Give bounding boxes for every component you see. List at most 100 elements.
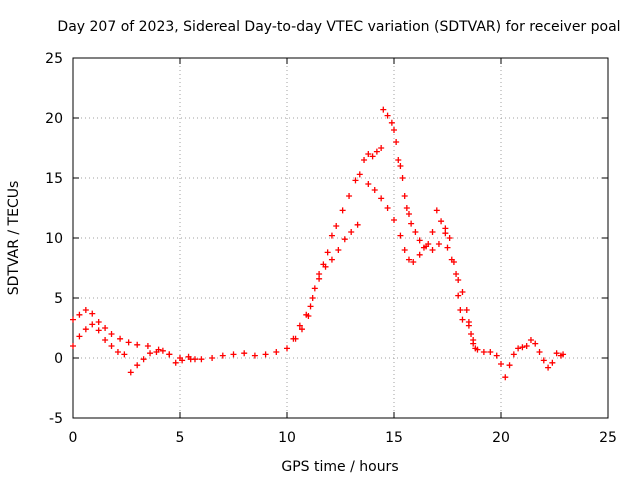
data-point bbox=[140, 356, 147, 363]
data-point bbox=[209, 355, 216, 361]
data-point bbox=[545, 364, 552, 371]
data-point bbox=[76, 311, 83, 318]
grid bbox=[73, 58, 608, 418]
y-tick-label: 25 bbox=[45, 51, 63, 67]
data-point bbox=[316, 275, 323, 282]
data-point bbox=[549, 359, 556, 366]
data-point bbox=[429, 247, 436, 253]
data-point bbox=[121, 351, 128, 358]
data-point bbox=[401, 193, 408, 199]
x-axis-label: GPS time / hours bbox=[281, 459, 398, 475]
data-points bbox=[70, 106, 567, 381]
data-point bbox=[506, 362, 513, 369]
data-point bbox=[470, 340, 477, 347]
data-point bbox=[335, 247, 342, 253]
data-point bbox=[352, 177, 359, 184]
data-point bbox=[510, 351, 517, 358]
data-point bbox=[540, 357, 547, 364]
data-point bbox=[134, 341, 141, 348]
data-point bbox=[324, 249, 331, 256]
data-point bbox=[305, 313, 312, 319]
data-point bbox=[125, 339, 132, 346]
data-point bbox=[70, 316, 76, 323]
data-point bbox=[405, 211, 412, 217]
data-point bbox=[153, 349, 160, 355]
data-point bbox=[455, 292, 462, 299]
series-early-secondary bbox=[70, 321, 198, 376]
series-lower-branch bbox=[292, 221, 361, 342]
y-axis-ticks: -5 0 5 10 15 20 25 bbox=[45, 51, 608, 427]
data-point bbox=[166, 351, 173, 358]
data-point bbox=[455, 277, 462, 283]
x-axis-ticks: 0 5 10 15 20 25 bbox=[69, 58, 617, 446]
data-point bbox=[369, 153, 376, 160]
data-point bbox=[311, 285, 318, 292]
data-point bbox=[292, 335, 299, 342]
data-point bbox=[82, 326, 89, 333]
data-point bbox=[391, 217, 397, 223]
data-point bbox=[393, 139, 400, 145]
data-point bbox=[322, 263, 329, 270]
data-point bbox=[333, 223, 340, 229]
data-point bbox=[219, 352, 226, 359]
series-main-trace bbox=[70, 171, 363, 363]
data-point bbox=[328, 232, 335, 239]
data-point bbox=[519, 344, 526, 351]
data-point bbox=[378, 145, 385, 151]
data-point bbox=[346, 193, 353, 199]
data-point bbox=[433, 207, 440, 214]
data-point bbox=[560, 351, 567, 358]
data-point bbox=[480, 349, 487, 355]
data-point bbox=[172, 359, 179, 366]
x-tick-label: 5 bbox=[176, 430, 185, 446]
data-point bbox=[532, 340, 539, 347]
data-point bbox=[70, 343, 76, 349]
data-point bbox=[412, 229, 419, 235]
data-point bbox=[371, 187, 378, 193]
data-point bbox=[356, 171, 363, 178]
data-point bbox=[365, 151, 372, 157]
data-point bbox=[395, 157, 402, 163]
data-point bbox=[515, 345, 522, 352]
data-point bbox=[423, 243, 430, 250]
data-point bbox=[444, 244, 451, 251]
series-peak-cluster bbox=[361, 106, 466, 323]
data-point bbox=[95, 319, 102, 325]
data-point bbox=[114, 349, 121, 355]
data-point bbox=[453, 271, 460, 277]
data-point bbox=[102, 325, 109, 331]
data-point bbox=[89, 310, 96, 317]
data-point bbox=[251, 352, 258, 359]
y-tick-label: 20 bbox=[45, 111, 63, 127]
data-point bbox=[391, 127, 397, 133]
data-point bbox=[388, 119, 395, 126]
data-point bbox=[502, 374, 509, 381]
data-point bbox=[397, 232, 404, 239]
data-point bbox=[463, 307, 470, 313]
y-tick-label: 10 bbox=[45, 231, 63, 247]
y-tick-label: 0 bbox=[54, 351, 63, 367]
data-point bbox=[117, 335, 124, 342]
data-point bbox=[339, 207, 346, 214]
data-point bbox=[493, 352, 500, 359]
series-peak-secondary bbox=[365, 181, 479, 352]
data-point bbox=[309, 295, 316, 301]
data-point bbox=[429, 229, 436, 235]
y-tick-label: 5 bbox=[54, 291, 63, 307]
data-point bbox=[405, 256, 412, 263]
x-tick-label: 0 bbox=[69, 430, 78, 446]
data-point bbox=[450, 259, 457, 265]
data-point bbox=[108, 331, 115, 337]
data-point bbox=[438, 218, 445, 225]
data-point bbox=[191, 356, 198, 363]
data-point bbox=[410, 259, 417, 265]
data-point bbox=[408, 220, 415, 227]
data-point bbox=[298, 326, 305, 333]
data-point bbox=[159, 347, 166, 354]
data-point bbox=[241, 350, 248, 357]
y-axis-label: SDTVAR / TECUs bbox=[6, 181, 22, 296]
data-point bbox=[354, 221, 361, 228]
data-point bbox=[459, 316, 466, 323]
data-point bbox=[487, 349, 494, 355]
